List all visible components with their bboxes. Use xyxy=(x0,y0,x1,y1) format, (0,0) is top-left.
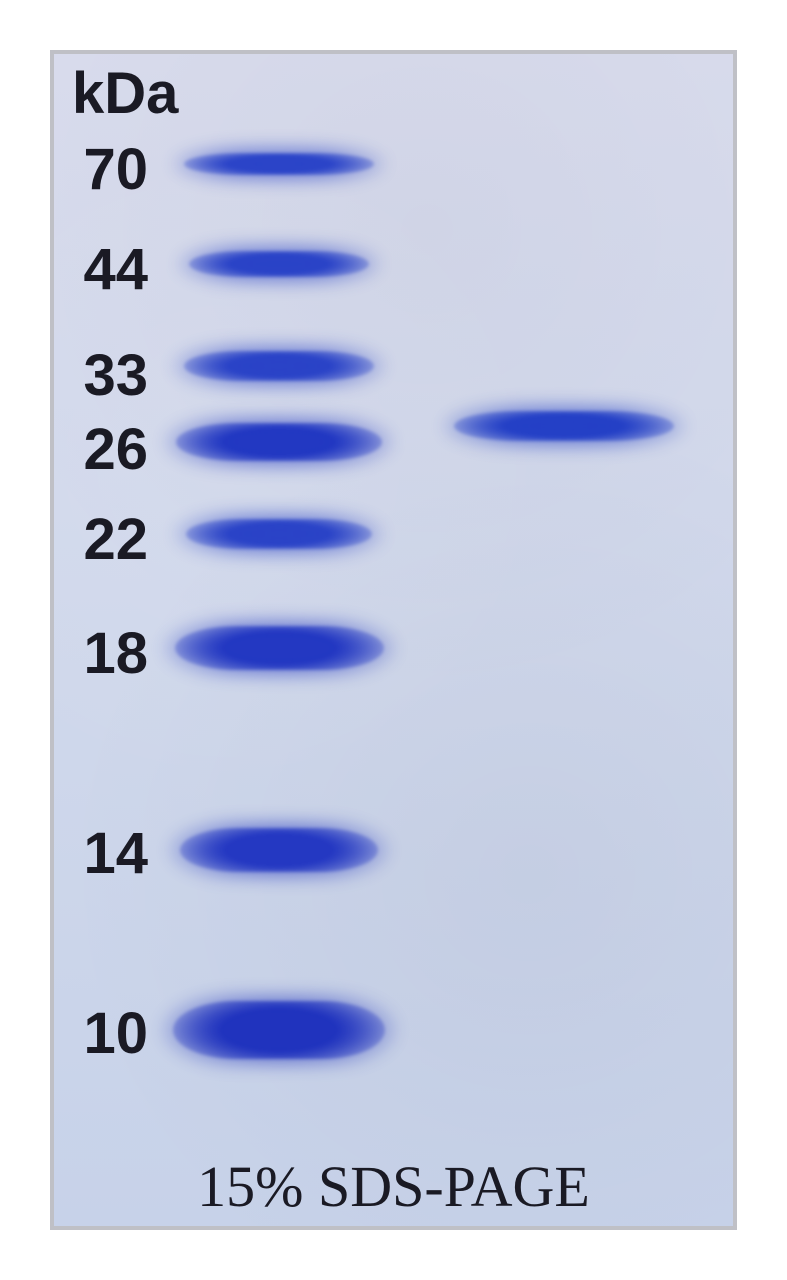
mw-label: 70 xyxy=(62,136,148,203)
ladder-band xyxy=(176,423,381,461)
ladder-band xyxy=(180,828,378,872)
gel-frame: kDa 70 44 33 26 22 18 14 10 15% SDS-PAGE xyxy=(50,50,737,1230)
mw-label: 18 xyxy=(62,620,148,687)
mw-label: 26 xyxy=(62,416,148,483)
ladder-band xyxy=(186,519,372,549)
gel-area: kDa 70 44 33 26 22 18 14 10 15% SDS-PAGE xyxy=(54,54,733,1226)
mw-label: 10 xyxy=(62,1000,148,1067)
mw-label: 33 xyxy=(62,342,148,409)
ladder-band xyxy=(184,153,374,175)
mw-label: 22 xyxy=(62,506,148,573)
mw-label: 14 xyxy=(62,820,148,887)
ladder-band xyxy=(173,1001,386,1059)
sample-band xyxy=(454,411,674,441)
ladder-band xyxy=(175,626,384,670)
figure-caption: 15% SDS-PAGE xyxy=(54,1153,733,1220)
ladder-band xyxy=(189,251,370,277)
ladder-band xyxy=(184,351,374,381)
mw-label: 44 xyxy=(62,236,148,303)
axis-unit-label: kDa xyxy=(72,60,178,127)
gel-background-wash xyxy=(54,54,733,1226)
figure-container: kDa 70 44 33 26 22 18 14 10 15% SDS-PAGE xyxy=(0,0,787,1280)
